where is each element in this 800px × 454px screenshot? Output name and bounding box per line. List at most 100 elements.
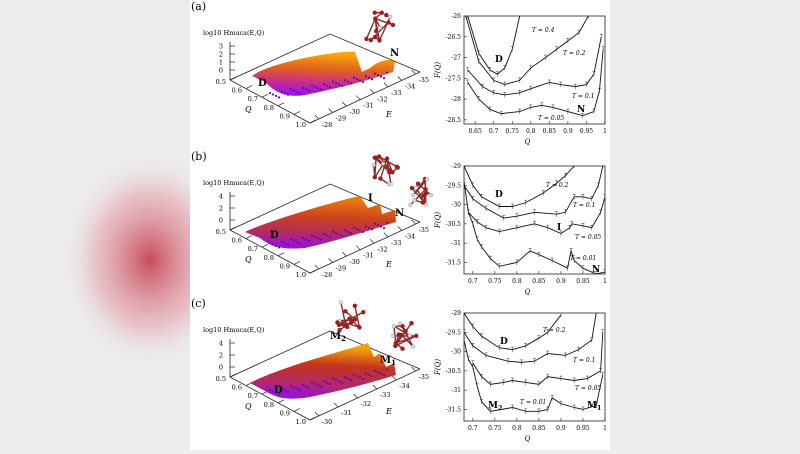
q-tick (262, 94, 268, 97)
carbon-atom (345, 325, 349, 329)
surface-noise (278, 96, 280, 98)
carbon-atom (393, 344, 397, 348)
e-tick (412, 70, 416, 74)
surface-noise (320, 239, 322, 241)
e-tick-label: -35 (419, 373, 429, 381)
y-axis-label: F(Q) (434, 62, 442, 79)
surface-noise (374, 370, 376, 372)
e-axis-label: E (385, 407, 392, 416)
q-tick-label: 0.8 (264, 254, 274, 262)
chart-state-label-d: D (495, 55, 503, 65)
x-axis-label: Q (525, 288, 531, 296)
x-tick-label: 0.85 (532, 278, 546, 285)
surface-noise (269, 389, 271, 391)
q-tick-label: 0.5 (216, 375, 226, 383)
molecule-structure-image (335, 301, 365, 333)
carbon-atom (416, 181, 420, 185)
e-tick-label: -31 (341, 409, 351, 417)
molecule-structure-image (408, 177, 432, 207)
surface-noise (299, 242, 301, 244)
carbon-atom (361, 310, 365, 314)
surface-noise (377, 74, 379, 76)
series-label: T = 0.1 (572, 93, 594, 100)
carbon-atom (414, 334, 418, 338)
series-line (463, 164, 605, 221)
hydrogen-atom (381, 162, 385, 166)
state-label-m2: M2 (330, 331, 346, 343)
chart-state-label-n: N (592, 265, 600, 275)
surface-noise (317, 87, 319, 89)
q-tick-label: 0.9 (280, 112, 290, 120)
carbon-atom (373, 11, 377, 15)
e-tick (356, 246, 360, 250)
z-tick-label: 0 (219, 217, 223, 225)
carbon-atom (353, 304, 357, 308)
surface-noise (308, 387, 310, 389)
series-curve (464, 166, 603, 218)
surface-noise (341, 235, 343, 237)
carbon-atom (410, 186, 414, 190)
surface-noise (332, 377, 334, 379)
e-tick-label: -32 (377, 95, 387, 103)
surface-noise (350, 232, 352, 234)
surface-noise (269, 92, 271, 94)
surface-noise (290, 88, 292, 90)
state-label-i: I (368, 193, 373, 204)
x-tick-label: 0.9 (556, 278, 566, 285)
x-tick-label: 0.9 (563, 128, 573, 135)
x-tick-label: 0.65 (468, 128, 482, 135)
panel-c: (c)log10 Hmuca(E,Q)0240.50.60.70.80.91.0… (191, 297, 607, 443)
carbon-atom (422, 193, 426, 197)
surface-noise (332, 80, 334, 82)
x-tick-label: 0.7 (468, 425, 478, 432)
y-tick-label: -31 (451, 240, 461, 247)
q-tick (230, 374, 236, 377)
q-tick (246, 236, 252, 239)
surface-noise (383, 77, 385, 79)
surface-noise (359, 229, 361, 231)
hydrogen-atom (392, 324, 396, 328)
series-label: T = 0.2 (563, 50, 586, 57)
q-tick (310, 270, 316, 273)
surface-noise (299, 389, 301, 391)
x-axis-label: Q (525, 435, 531, 443)
surface-noise (356, 228, 358, 230)
carbon-atom (374, 29, 378, 33)
surface-noise (305, 238, 307, 240)
surface-noise (359, 79, 361, 81)
e-tick-label: -34 (405, 232, 415, 240)
q-tick-label: 0.6 (232, 384, 242, 392)
q-tick-label: 0.7 (248, 95, 258, 103)
hydrogen-atom (378, 26, 382, 30)
e-tick-label: -30 (322, 418, 332, 426)
y-axis-label: F(Q) (434, 212, 442, 229)
surface-noise (275, 95, 277, 97)
surface-noise (338, 233, 340, 235)
series-label: T = 0.4 (532, 27, 555, 34)
surface-noise (272, 93, 274, 95)
e-tick-label: -31 (363, 102, 373, 110)
surface-noise (386, 221, 388, 223)
hydrogen-atom (389, 182, 393, 186)
e-tick-label: -28 (322, 121, 332, 129)
y-tick-label: -30 (451, 202, 461, 209)
surface-noise (317, 384, 319, 386)
molecule-structure-image (372, 154, 400, 186)
y-tick-label: -28 (451, 96, 461, 103)
surface-plot: log10 Hmuca(E,Q)0240.50.60.70.80.91.0Q-3… (203, 301, 429, 426)
q-tick-label: 0.8 (264, 104, 274, 112)
hydrogen-atom (339, 301, 343, 305)
carbon-atom (369, 38, 373, 42)
hydrogen-atom (414, 186, 418, 190)
z-tick-label: 2 (219, 51, 223, 59)
e-tick (384, 233, 388, 237)
surface-noise (383, 227, 385, 229)
hydrogen-atom (408, 203, 412, 207)
panel-b: (b)log10 Hmuca(E,Q)0240.50.60.70.80.91.0… (191, 150, 607, 296)
carbon-atom (343, 309, 347, 313)
q-axis-label: Q (245, 402, 252, 411)
e-axis-label: E (385, 260, 392, 269)
series-label: T = 0.05 (575, 385, 601, 392)
carbon-atom (378, 176, 382, 180)
